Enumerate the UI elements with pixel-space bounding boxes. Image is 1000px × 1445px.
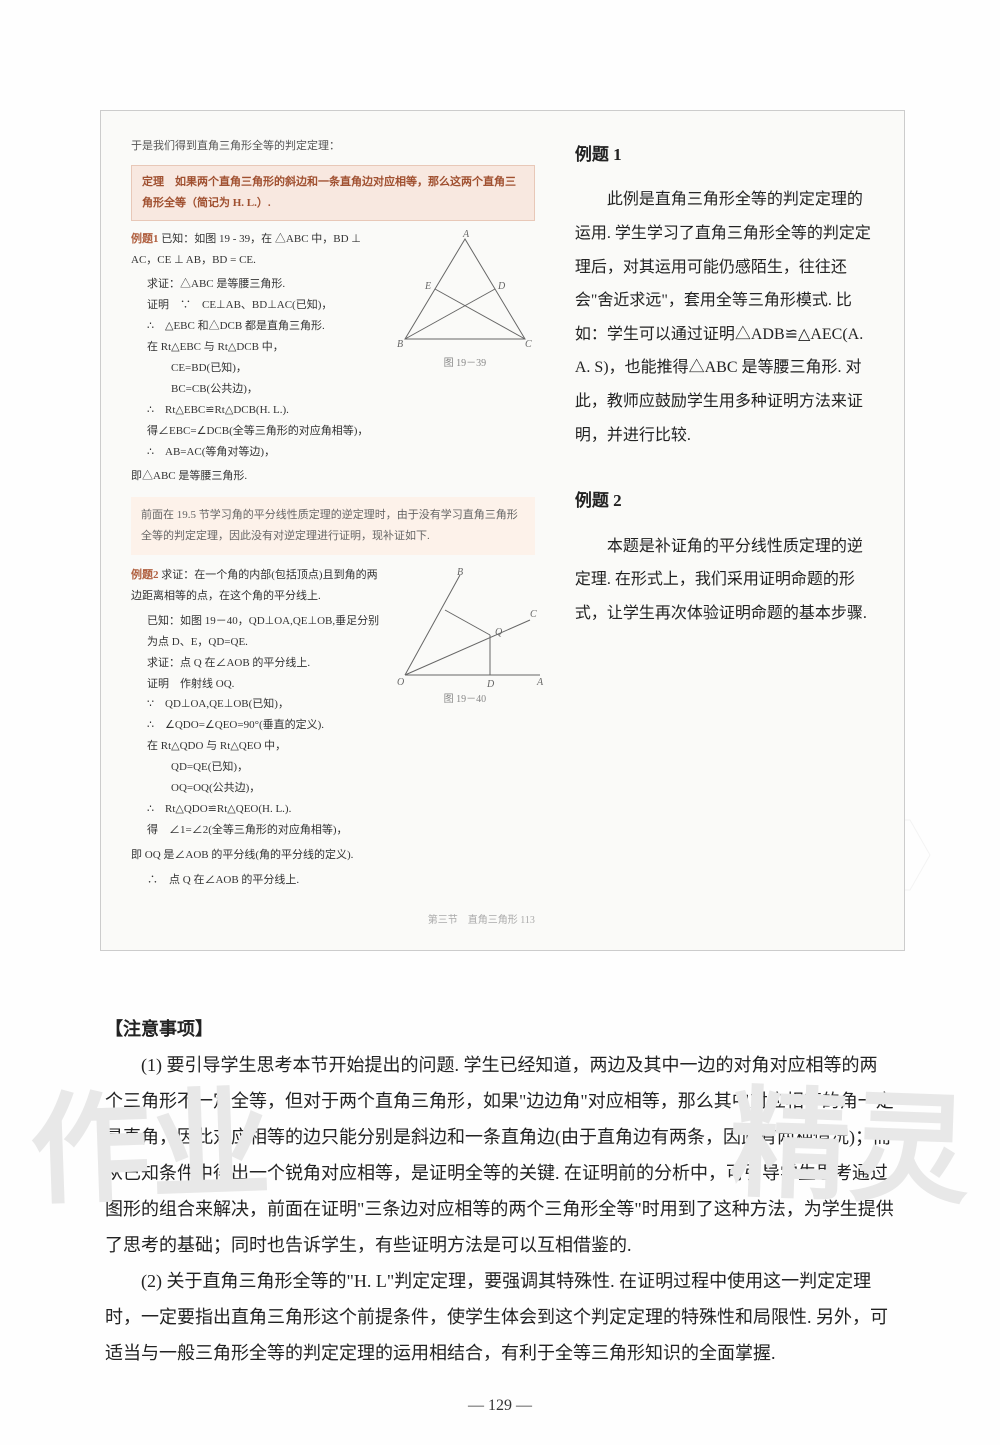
side-ex2-text: 本题是补证角的平分线性质定理的逆定理. 在形式上，我们采用证明命题的形式，让学生… bbox=[575, 530, 874, 631]
note-box: 前面在 19.5 节学习角的平分线性质定理的逆定理时，由于没有学习直角三角形全等… bbox=[131, 497, 535, 555]
ex2-statement: 求证：在一个角的内部(包括顶点)且到角的两边距离相等的点，在这个角的平分线上. bbox=[131, 569, 378, 602]
ex2-s4b: OQ=OQ(公共边)， bbox=[147, 778, 535, 799]
page-container: 作业精灵内容 于是我们得到直角三角形全等的判定定理： 定理 如果两个直角三角形的… bbox=[0, 0, 1000, 1445]
side-ex1-text: 此例是直角三角形全等的判定定理的运用. 学生学习了直角三角形全等的判定定理后，对… bbox=[575, 183, 874, 452]
ex2-s7: 即 OQ 是∠AOB 的平分线(角的平分线的定义). bbox=[131, 845, 535, 866]
ex2-s4a: QD=QE(已知)， bbox=[147, 757, 535, 778]
svg-text:A: A bbox=[536, 677, 544, 688]
ex1-proof-label: 证明 bbox=[147, 299, 169, 311]
notes-p2: (2) 关于直角三角形全等的"H. L"判定定理，要强调其特殊性. 在证明过程中… bbox=[105, 1263, 895, 1371]
ex1-s6: 得∠EBC=∠DCB(全等三角形的对应角相等)， bbox=[147, 421, 535, 442]
fig1-caption: 图 19－39 bbox=[395, 354, 535, 373]
svg-text:A: A bbox=[462, 229, 470, 240]
ex2-label: 例题2 bbox=[131, 569, 159, 581]
notes-title: 【注意事项】 bbox=[105, 1011, 895, 1047]
ex1-s4b: BC=CB(公共边)， bbox=[147, 379, 535, 400]
ex2-conclusion: ∴ 点 Q 在∠AOB 的平分线上. bbox=[131, 870, 535, 891]
figure-19-40: O A B Q D C 图 19－40 bbox=[395, 565, 535, 709]
ex1-given: 已知：如图 19 - 39，在 △ABC 中，BD ⊥ AC，CE ⊥ AB，B… bbox=[131, 233, 361, 266]
ex1-label: 例题1 bbox=[131, 233, 159, 245]
scan-right-column: 例题 1 此例是直角三角形全等的判定定理的运用. 学生学习了直角三角形全等的判定… bbox=[555, 136, 874, 930]
svg-text:Q: Q bbox=[495, 627, 503, 638]
svg-text:C: C bbox=[530, 609, 537, 620]
svg-text:D: D bbox=[497, 281, 506, 292]
scan-footer: 第三节 直角三角形 113 bbox=[131, 911, 535, 930]
ex1-s5: ∴ Rt△EBC≌Rt△DCB(H. L.). bbox=[147, 400, 535, 421]
svg-text:D: D bbox=[486, 679, 495, 690]
svg-text:O: O bbox=[397, 677, 404, 688]
ex1-conclusion: 即△ABC 是等腰三角形. bbox=[131, 466, 535, 487]
ex2-s5: ∴ Rt△QDO≌Rt△QEO(H. L.). bbox=[147, 799, 535, 820]
ex1-s7: ∴ AB=AC(等角对等边)， bbox=[147, 442, 535, 463]
ex2-s6: 得 ∠1=∠2(全等三角形的对应角相等)， bbox=[147, 820, 535, 841]
page-number: — 129 — bbox=[0, 1397, 1000, 1415]
textbook-scan: 于是我们得到直角三角形全等的判定定理： 定理 如果两个直角三角形的斜边和一条直角… bbox=[100, 110, 905, 951]
side-ex2-title: 例题 2 bbox=[575, 482, 874, 519]
svg-text:E: E bbox=[424, 281, 431, 292]
intro-text: 于是我们得到直角三角形全等的判定定理： bbox=[131, 136, 535, 157]
scan-left-column: 于是我们得到直角三角形全等的判定定理： 定理 如果两个直角三角形的斜边和一条直角… bbox=[131, 136, 555, 930]
fig2-caption: 图 19－40 bbox=[395, 690, 535, 709]
svg-text:B: B bbox=[397, 339, 403, 350]
ex2-proof-label: 证明 bbox=[147, 678, 169, 690]
ex2-s2: ∴ ∠QDO=∠QEO=90°(垂直的定义). bbox=[147, 715, 535, 736]
ex2-s0: 作射线 OQ. bbox=[180, 678, 234, 690]
svg-text:B: B bbox=[457, 567, 463, 578]
notes-section: 【注意事项】 (1) 要引导学生思考本节开始提出的问题. 学生已经知道，两边及其… bbox=[105, 1011, 895, 1371]
ex1-s1: ∵ CE⊥AB、BD⊥AC(已知)， bbox=[180, 299, 332, 311]
side-ex1-title: 例题 1 bbox=[575, 136, 874, 173]
svg-text:C: C bbox=[525, 339, 532, 350]
figure-19-39: A B C D E 图 19－39 bbox=[395, 229, 535, 373]
ex2-s3: 在 Rt△QDO 与 Rt△QEO 中， bbox=[147, 736, 535, 757]
theorem-box: 定理 如果两个直角三角形的斜边和一条直角边对应相等，那么这两个直角三角形全等（简… bbox=[131, 165, 535, 221]
notes-p1: (1) 要引导学生思考本节开始提出的问题. 学生已经知道，两边及其中一边的对角对… bbox=[105, 1047, 895, 1263]
